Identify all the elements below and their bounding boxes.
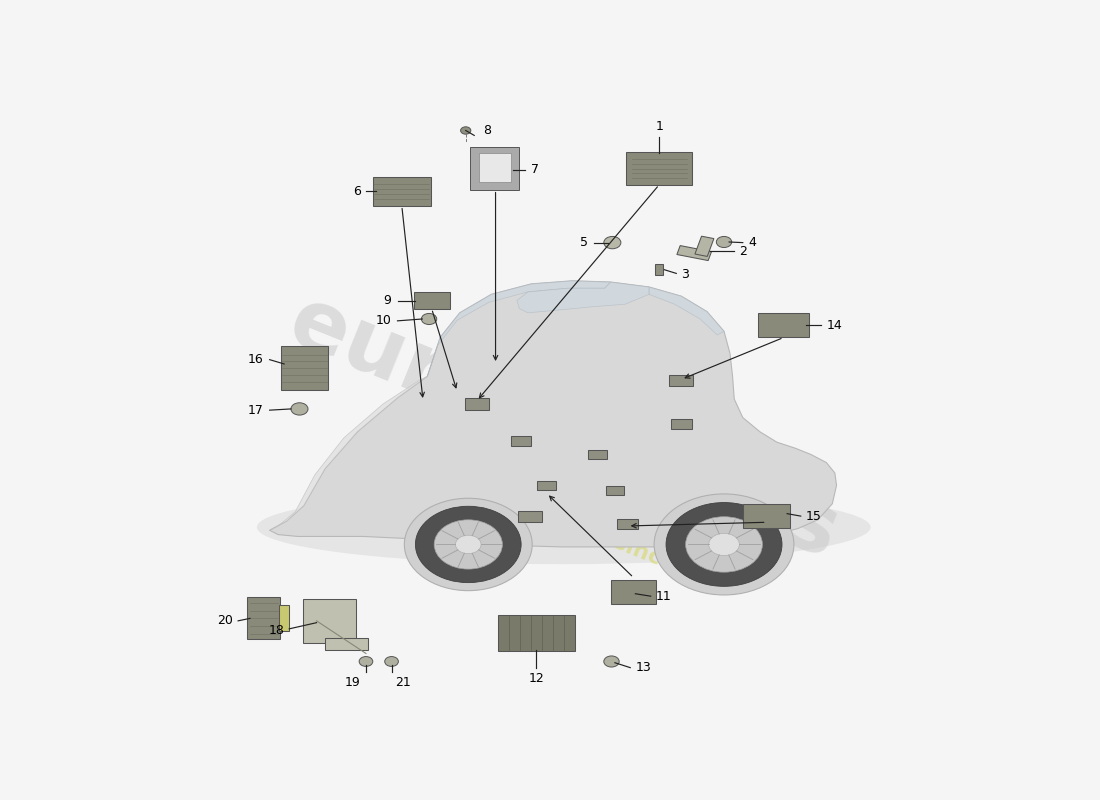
Bar bbox=[617, 519, 638, 529]
Circle shape bbox=[716, 237, 732, 247]
Bar bbox=[470, 146, 519, 190]
Bar bbox=[605, 486, 625, 495]
Text: 19: 19 bbox=[344, 676, 360, 690]
Text: 7: 7 bbox=[531, 163, 539, 177]
Circle shape bbox=[708, 534, 739, 555]
Text: 21: 21 bbox=[396, 676, 411, 690]
Bar bbox=[510, 436, 531, 446]
Circle shape bbox=[604, 656, 619, 667]
Circle shape bbox=[416, 506, 521, 582]
Bar bbox=[626, 152, 693, 186]
Text: 2: 2 bbox=[739, 245, 747, 258]
Bar bbox=[758, 313, 810, 338]
Bar bbox=[465, 398, 488, 410]
Bar bbox=[498, 615, 575, 651]
Circle shape bbox=[421, 314, 437, 325]
Bar bbox=[373, 178, 431, 206]
Text: 1: 1 bbox=[656, 120, 663, 133]
Bar bbox=[744, 505, 790, 528]
Text: 12: 12 bbox=[529, 672, 544, 685]
Bar bbox=[478, 153, 510, 182]
Circle shape bbox=[455, 535, 481, 554]
Text: 14: 14 bbox=[826, 318, 843, 332]
Text: 17: 17 bbox=[248, 404, 264, 417]
Bar bbox=[588, 450, 607, 459]
Text: 10: 10 bbox=[376, 314, 392, 327]
Circle shape bbox=[434, 520, 503, 569]
Circle shape bbox=[405, 498, 532, 590]
Text: 11: 11 bbox=[656, 590, 672, 602]
Circle shape bbox=[292, 402, 308, 415]
Text: 18: 18 bbox=[268, 624, 284, 637]
Bar bbox=[695, 236, 714, 257]
Circle shape bbox=[604, 237, 620, 249]
Circle shape bbox=[385, 657, 398, 666]
Text: 4: 4 bbox=[748, 236, 756, 249]
Text: 16: 16 bbox=[248, 353, 264, 366]
Polygon shape bbox=[517, 282, 649, 313]
Bar bbox=[302, 598, 355, 643]
Text: 3: 3 bbox=[681, 268, 690, 281]
Bar bbox=[518, 510, 541, 522]
Bar bbox=[537, 481, 557, 490]
Text: 6: 6 bbox=[353, 185, 361, 198]
Text: a passion for parts since 1985: a passion for parts since 1985 bbox=[385, 441, 742, 602]
Bar bbox=[248, 598, 279, 639]
Polygon shape bbox=[649, 287, 724, 335]
Bar bbox=[612, 579, 656, 604]
Bar bbox=[654, 264, 663, 275]
Polygon shape bbox=[427, 281, 610, 376]
Ellipse shape bbox=[257, 490, 871, 564]
Circle shape bbox=[461, 126, 471, 134]
Bar bbox=[326, 638, 367, 650]
Text: 9: 9 bbox=[384, 294, 392, 307]
Bar bbox=[671, 418, 692, 429]
Text: 20: 20 bbox=[217, 614, 233, 627]
Circle shape bbox=[666, 502, 782, 586]
Text: eurospartes: eurospartes bbox=[276, 281, 851, 577]
Circle shape bbox=[359, 657, 373, 666]
Text: 13: 13 bbox=[636, 661, 651, 674]
Bar bbox=[670, 375, 693, 386]
Bar bbox=[280, 346, 329, 390]
Text: 8: 8 bbox=[483, 124, 491, 137]
Circle shape bbox=[685, 517, 762, 572]
Text: 5: 5 bbox=[580, 236, 587, 249]
Polygon shape bbox=[270, 281, 836, 547]
Circle shape bbox=[654, 494, 794, 595]
Bar bbox=[279, 606, 289, 631]
Bar bbox=[676, 246, 712, 261]
Bar bbox=[414, 292, 450, 309]
Text: 15: 15 bbox=[806, 510, 822, 522]
Polygon shape bbox=[270, 376, 427, 530]
